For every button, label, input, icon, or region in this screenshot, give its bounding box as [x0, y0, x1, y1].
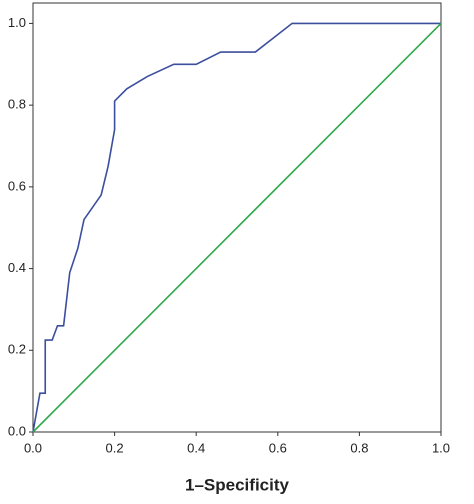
- plot-frame: [32, 2, 442, 433]
- x-tick-label: 1.0: [432, 440, 450, 455]
- x-axis-title: 1–Specificity: [185, 475, 289, 494]
- x-tick-label: 0.8: [350, 440, 368, 455]
- y-tick-label: 1.0: [8, 15, 26, 30]
- y-tick-label: 0.2: [8, 342, 26, 357]
- y-tick-label: 0.8: [8, 97, 26, 112]
- x-tick-label: 0.4: [187, 440, 205, 455]
- x-tick-label: 0.0: [24, 440, 42, 455]
- y-tick-label: 0.6: [8, 178, 26, 193]
- y-tick-label: 0.4: [8, 260, 26, 275]
- y-tick-label: 0.0: [8, 423, 26, 438]
- x-tick-label: 0.2: [106, 440, 124, 455]
- x-tick-label: 0.6: [269, 440, 287, 455]
- series-line: [32, 22, 441, 433]
- series-line: [32, 22, 442, 433]
